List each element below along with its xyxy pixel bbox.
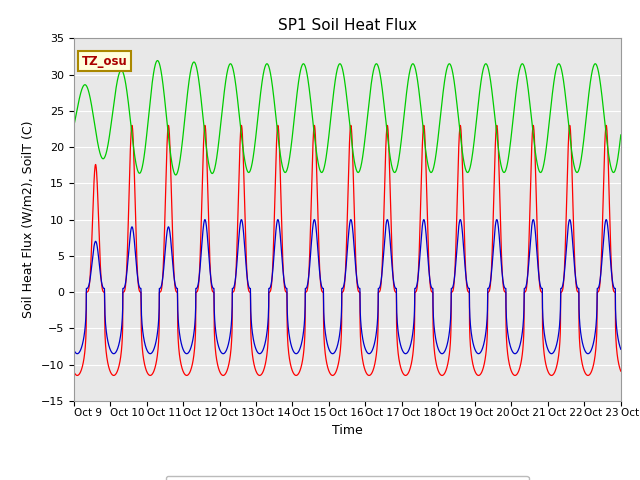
sp1_SHF_2 xyxy=(165,123,173,129)
sp1_SHF_T xyxy=(303,74,311,80)
Y-axis label: Soil Heat Flux (W/m2), SoilT (C): Soil Heat Flux (W/m2), SoilT (C) xyxy=(22,121,35,318)
sp1_SHF_2 xyxy=(132,237,140,243)
sp1_SHF_T xyxy=(154,58,161,63)
X-axis label: Time: Time xyxy=(332,424,363,437)
sp1_SHF_1 xyxy=(607,256,614,262)
sp1_SHF_T xyxy=(172,172,180,178)
sp1_SHF_2 xyxy=(70,368,77,374)
sp1_SHF_1 xyxy=(547,351,555,357)
Line: sp1_SHF_1: sp1_SHF_1 xyxy=(74,220,621,354)
sp1_SHF_2 xyxy=(617,368,625,374)
sp1_SHF_2 xyxy=(280,274,287,279)
sp1_SHF_1 xyxy=(602,217,610,223)
sp1_SHF_2 xyxy=(602,122,610,128)
sp1_SHF_2 xyxy=(74,372,81,378)
Line: sp1_SHF_2: sp1_SHF_2 xyxy=(74,125,621,375)
sp1_SHF_1 xyxy=(303,283,311,288)
sp1_SHF_T xyxy=(70,124,77,130)
sp1_SHF_1 xyxy=(165,224,173,230)
Legend: sp1_SHF_2, sp1_SHF_1, sp1_SHF_T: sp1_SHF_2, sp1_SHF_1, sp1_SHF_T xyxy=(166,476,529,480)
sp1_SHF_T xyxy=(280,168,287,174)
sp1_SHF_2 xyxy=(607,236,614,242)
sp1_SHF_1 xyxy=(70,347,77,352)
sp1_SHF_T xyxy=(165,135,173,141)
sp1_SHF_T xyxy=(607,162,614,168)
Text: TZ_osu: TZ_osu xyxy=(82,55,127,68)
Line: sp1_SHF_T: sp1_SHF_T xyxy=(74,60,621,175)
sp1_SHF_T xyxy=(617,132,625,138)
sp1_SHF_2 xyxy=(303,287,311,292)
Title: SP1 Soil Heat Flux: SP1 Soil Heat Flux xyxy=(278,18,417,33)
sp1_SHF_T xyxy=(132,161,140,167)
sp1_SHF_1 xyxy=(617,347,625,352)
sp1_SHF_2 xyxy=(547,372,555,378)
sp1_SHF_1 xyxy=(132,260,140,265)
sp1_SHF_1 xyxy=(280,274,287,280)
sp1_SHF_1 xyxy=(74,351,81,357)
sp1_SHF_T xyxy=(548,99,556,105)
